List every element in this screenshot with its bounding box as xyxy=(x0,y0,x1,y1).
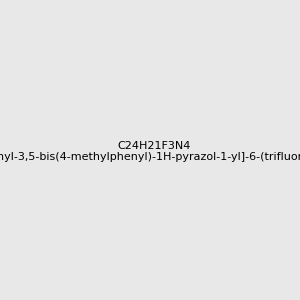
Text: C24H21F3N4
4-methyl-2-[4-methyl-3,5-bis(4-methylphenyl)-1H-pyrazol-1-yl]-6-(trif: C24H21F3N4 4-methyl-2-[4-methyl-3,5-bis(… xyxy=(0,141,300,162)
